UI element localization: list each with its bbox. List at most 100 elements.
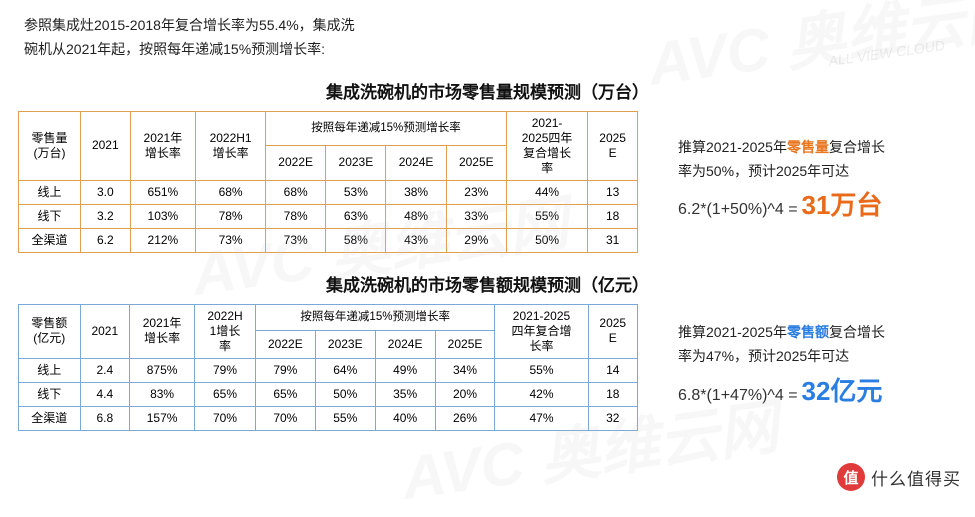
table-cell: 全渠道: [19, 228, 81, 252]
table-cell: 65%: [255, 382, 315, 406]
th-2022e: 2022E: [266, 145, 326, 180]
table-cell: 线下: [19, 204, 81, 228]
table-row: 全渠道6.8157%70%70%55%40%26%47%32: [19, 406, 638, 430]
th-2025e-col: 2025E: [446, 145, 506, 180]
th-growth-2022h1: 2022H 1增长 率: [195, 304, 256, 358]
th-forecast-group: 按照每年递减15%预测增长率: [266, 111, 507, 145]
table-cell: 线上: [19, 180, 81, 204]
th-growth-2021: 2021年 增长率: [130, 304, 195, 358]
formula: 6.2*(1+50%)^4 =: [678, 201, 798, 218]
note-text: 推算2021-2025年: [678, 324, 787, 340]
table-cell: 157%: [130, 406, 195, 430]
table-cell: 线下: [19, 382, 81, 406]
table-cell: 70%: [195, 406, 256, 430]
th-2025e: 2025 E: [588, 304, 637, 358]
intro-line2: 碗机从2021年起，按照每年递减15%预测增长率:: [24, 41, 325, 57]
table-cell: 6.8: [80, 406, 129, 430]
table-row: 全渠道6.2212%73%73%58%43%29%50%31: [19, 228, 638, 252]
result-volume: 31万台: [801, 190, 882, 220]
table-cell: 48%: [386, 204, 446, 228]
table-cell: 651%: [130, 180, 196, 204]
table1-title: 集成洗碗机的市场零售量规模预测（万台）: [0, 78, 975, 103]
table-cell: 73%: [196, 228, 266, 252]
table-cell: 2.4: [80, 358, 129, 382]
revenue-note: 推算2021-2025年零售额复合增长 率为47%，预计2025年可达 6.8*…: [678, 321, 957, 413]
keyword-revenue: 零售额: [787, 324, 829, 340]
table-cell: 33%: [446, 204, 506, 228]
table-cell: 40%: [375, 406, 435, 430]
table-cell: 18: [588, 204, 638, 228]
th-2025e-col: 2025E: [435, 331, 495, 358]
table-cell: 79%: [255, 358, 315, 382]
table-cell: 26%: [435, 406, 495, 430]
table-cell: 3.0: [80, 180, 130, 204]
result-revenue: 32亿元: [801, 376, 882, 406]
volume-note: 推算2021-2025年零售量复合增长 率为50%，预计2025年可达 6.2*…: [678, 136, 957, 228]
note-text: 率为50%，预计2025年可达: [678, 163, 849, 179]
table-cell: 49%: [375, 358, 435, 382]
table-cell: 63%: [326, 204, 386, 228]
th-2021: 2021: [80, 304, 129, 358]
table-cell: 58%: [326, 228, 386, 252]
table-cell: 79%: [195, 358, 256, 382]
table-cell: 3.2: [80, 204, 130, 228]
th-cagr: 2021-2025 四年复合增 长率: [495, 304, 588, 358]
table-row: 线上3.0651%68%68%53%38%23%44%13: [19, 180, 638, 204]
table-cell: 68%: [196, 180, 266, 204]
table-cell: 34%: [435, 358, 495, 382]
table-cell: 6.2: [80, 228, 130, 252]
th-metric: 零售量 (万台): [19, 111, 81, 180]
formula: 6.8*(1+47%)^4 =: [678, 387, 798, 404]
th-2023e: 2023E: [315, 331, 375, 358]
revenue-forecast-table: 零售额 (亿元) 2021 2021年 增长率 2022H 1增长 率 按照每年…: [18, 304, 638, 431]
table-cell: 32: [588, 406, 637, 430]
table-cell: 43%: [386, 228, 446, 252]
table-cell: 83%: [130, 382, 195, 406]
table-cell: 23%: [446, 180, 506, 204]
table-cell: 55%: [506, 204, 587, 228]
volume-forecast-table: 零售量 (万台) 2021 2021年 增长率 2022H1 增长率 按照每年递…: [18, 111, 638, 253]
table-cell: 全渠道: [19, 406, 81, 430]
brand-badge-icon: 值: [837, 463, 865, 491]
th-2024e: 2024E: [375, 331, 435, 358]
th-2022e: 2022E: [255, 331, 315, 358]
table-cell: 47%: [495, 406, 588, 430]
th-2023e: 2023E: [326, 145, 386, 180]
table-cell: 65%: [195, 382, 256, 406]
keyword-volume: 零售量: [787, 139, 829, 155]
table-row: 线下3.2103%78%78%63%48%33%55%18: [19, 204, 638, 228]
th-forecast-group: 按照每年递减15%预测增长率: [255, 304, 495, 331]
table-cell: 73%: [266, 228, 326, 252]
brand-text: 什么值得买: [871, 465, 961, 490]
th-metric: 零售额 (亿元): [19, 304, 81, 358]
table-cell: 55%: [315, 406, 375, 430]
table-cell: 20%: [435, 382, 495, 406]
table-cell: 31: [588, 228, 638, 252]
table-row: 线上2.4875%79%79%64%49%34%55%14: [19, 358, 638, 382]
table-cell: 55%: [495, 358, 588, 382]
intro-line1: 参照集成灶2015-2018年复合增长率为55.4%，集成洗: [24, 17, 355, 33]
note-text: 复合增长: [829, 324, 885, 340]
th-cagr: 2021- 2025四年 复合增长 率: [506, 111, 587, 180]
table-row: 线下4.483%65%65%50%35%20%42%18: [19, 382, 638, 406]
table-cell: 78%: [266, 204, 326, 228]
table-cell: 14: [588, 358, 637, 382]
table-cell: 50%: [506, 228, 587, 252]
table-cell: 18: [588, 382, 637, 406]
note-text: 推算2021-2025年: [678, 139, 787, 155]
th-2025e: 2025 E: [588, 111, 638, 180]
table-cell: 212%: [130, 228, 196, 252]
note-text: 率为47%，预计2025年可达: [678, 348, 849, 364]
note-text: 复合增长: [829, 139, 885, 155]
table-cell: 线上: [19, 358, 81, 382]
table2-title: 集成洗碗机的市场零售额规模预测（亿元）: [0, 271, 975, 296]
table-cell: 875%: [130, 358, 195, 382]
table-cell: 13: [588, 180, 638, 204]
table-cell: 4.4: [80, 382, 129, 406]
table-cell: 53%: [326, 180, 386, 204]
brand-logo: 值 什么值得买: [837, 463, 961, 491]
table-cell: 42%: [495, 382, 588, 406]
table-cell: 68%: [266, 180, 326, 204]
table-cell: 38%: [386, 180, 446, 204]
th-2024e: 2024E: [386, 145, 446, 180]
